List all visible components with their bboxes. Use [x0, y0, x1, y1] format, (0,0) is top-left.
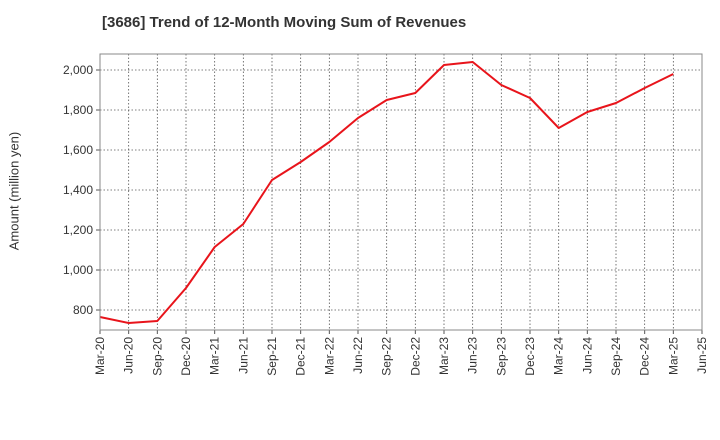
x-tick-label: Sep-20 — [150, 337, 164, 376]
x-tick-label: Dec-20 — [179, 337, 193, 376]
y-tick-label: 1,400 — [63, 183, 93, 197]
x-tick-label: Dec-24 — [638, 337, 652, 376]
x-tick-label: Dec-21 — [294, 337, 308, 376]
grid-lines — [100, 54, 702, 330]
plot-frame — [99, 53, 703, 331]
x-tick-label: Mar-23 — [437, 337, 451, 375]
x-tick-label: Mar-22 — [322, 337, 336, 375]
y-tick-label: 1,000 — [63, 263, 93, 277]
x-axis-ticks: Mar-20 Jun-20 Sep-20 Dec-20 Mar-21 Jun-21 Sep-… — [93, 330, 709, 376]
x-tick-label: Sep-22 — [380, 337, 394, 376]
x-tick-label: Dec-23 — [523, 337, 537, 376]
series-layer — [99, 61, 674, 324]
x-tick-label: Jun-20 — [122, 337, 136, 374]
x-tick-label: Sep-21 — [265, 337, 279, 376]
x-tick-label: Jun-25 — [695, 337, 709, 374]
chart-title: [3686] Trend of 12-Month Moving Sum of R… — [102, 14, 467, 31]
x-tick-label: Jun-23 — [466, 337, 480, 374]
x-tick-label: Mar-20 — [93, 337, 107, 375]
y-tick-label: 2,000 — [63, 63, 93, 77]
x-tick-label: Mar-21 — [208, 337, 222, 375]
y-tick-label: 800 — [73, 303, 93, 317]
y-tick-label: 1,600 — [63, 143, 93, 157]
x-tick-label: Sep-23 — [494, 337, 508, 376]
x-tick-label: Jun-24 — [580, 337, 594, 374]
x-tick-label: Jun-22 — [351, 337, 365, 374]
revenue-series-line — [99, 61, 674, 324]
y-tick-label: 1,200 — [63, 223, 93, 237]
x-tick-label: Sep-24 — [609, 337, 623, 376]
y-tick-label: 1,800 — [63, 103, 93, 117]
y-axis-ticks: 800 1,000 1,200 1,400 1,600 1,800 2,000 — [63, 63, 100, 317]
x-tick-label: Mar-24 — [552, 337, 566, 375]
x-tick-label: Jun-21 — [236, 337, 250, 374]
x-tick-label: Mar-25 — [666, 337, 680, 375]
x-tick-label: Dec-22 — [408, 337, 422, 376]
